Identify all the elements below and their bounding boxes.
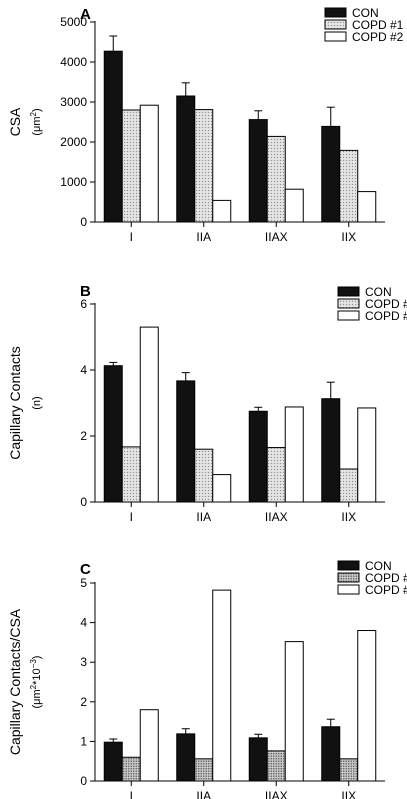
y-axis-unit: (μm2*10−3): [29, 656, 43, 709]
chart-panel-a: A 0 1000 2000 3000 4000 5000 CSA (μm2) I IIA IIAX II…: [7, 6, 404, 244]
y-axis-label: Capillary Contacts: [7, 346, 23, 460]
bar-con-iix: [321, 125, 341, 223]
bar-copd-1-iia: [194, 448, 214, 503]
y-axis-unit: (n): [31, 396, 43, 409]
bar-copd-1-iiax: [266, 447, 286, 503]
bar-copd-2-iix: [357, 630, 377, 782]
y-axis-unit: (μm2): [29, 108, 43, 135]
bar-con-i: [103, 50, 123, 223]
bar-copd-2-iia: [212, 199, 232, 223]
legend-swatch-con: [324, 7, 347, 18]
bar-con-iix: [321, 398, 341, 503]
bar-con-iiax: [248, 737, 268, 782]
bar-copd-2-i: [139, 326, 159, 503]
bar-copd-1-i: [121, 109, 141, 223]
y-tick-label: 1: [80, 734, 87, 748]
y-axis-label: Capillary Contacts/CSA: [7, 608, 23, 755]
y-tick-label: 0: [80, 215, 87, 229]
bar-copd-1-iia: [194, 109, 214, 223]
x-tick-label: I: [130, 789, 133, 799]
x-tick-label: IIAX: [265, 510, 288, 524]
bar-copd-2-iix: [357, 191, 377, 223]
bar-copd-2-iia: [212, 589, 232, 782]
bar-con-iia: [176, 733, 196, 782]
panel-letter: C: [80, 561, 91, 578]
y-tick-label: 5: [80, 576, 87, 590]
x-tick-label: I: [130, 510, 133, 524]
y-tick-label: 1000: [60, 175, 87, 189]
y-tick-label: 5000: [60, 15, 87, 29]
x-tick-label: IIA: [196, 230, 211, 244]
legend-swatch-copd-1: [324, 19, 347, 30]
y-tick-label: 3000: [60, 95, 87, 109]
legend-label: CON: [365, 285, 392, 299]
x-tick-label: IIA: [196, 789, 211, 799]
y-tick-label: 6: [80, 297, 87, 311]
y-tick-label: 4000: [60, 55, 87, 69]
y-tick-label: 0: [80, 774, 87, 788]
bar-copd-1-iix: [339, 758, 359, 782]
y-tick-label: 4: [80, 616, 87, 630]
bar-con-iia: [176, 95, 196, 223]
y-tick-label: 4: [80, 363, 87, 377]
bar-copd-2-iiax: [284, 188, 304, 223]
legend-label: COPD #1: [352, 18, 404, 32]
bar-copd-2-iix: [357, 407, 377, 503]
bar-copd-1-iiax: [266, 750, 286, 782]
x-tick-label: IIAX: [265, 789, 288, 799]
x-tick-label: IIAX: [265, 230, 288, 244]
y-tick-label: 2000: [60, 135, 87, 149]
bar-copd-1-iix: [339, 149, 359, 223]
bar-copd-2-iiax: [284, 406, 304, 503]
bar-copd-2-i: [139, 709, 159, 782]
panel-letter: A: [80, 6, 91, 23]
legend-swatch-con: [337, 286, 360, 297]
bar-copd-1-iia: [194, 758, 214, 782]
legend-label: COPD #2: [365, 583, 407, 597]
legend-label: CON: [352, 6, 379, 20]
y-axis-label: CSA: [7, 107, 23, 136]
bar-copd-2-iiax: [284, 641, 304, 782]
x-tick-label: IIX: [341, 230, 356, 244]
bar-con-iiax: [248, 410, 268, 503]
legend-label: COPD #2: [352, 30, 404, 44]
bar-copd-1-iiax: [266, 135, 286, 223]
x-tick-label: IIX: [341, 510, 356, 524]
bar-con-iiax: [248, 119, 268, 223]
legend-label: COPD #1: [365, 571, 407, 585]
bar-copd-1-i: [121, 756, 141, 782]
x-tick-label: I: [130, 230, 133, 244]
bar-copd-2-iia: [212, 474, 232, 503]
bar-copd-1-i: [121, 446, 141, 503]
legend-swatch-copd-2: [337, 584, 360, 595]
legend-label: COPD #2: [365, 309, 407, 323]
bar-con-i: [103, 365, 123, 503]
bar-con-iia: [176, 380, 196, 503]
legend-swatch-copd-2: [337, 310, 360, 321]
y-tick-label: 0: [80, 495, 87, 509]
legend-swatch-con: [337, 560, 360, 571]
y-tick-label: 3: [80, 655, 87, 669]
legend-label: CON: [365, 559, 392, 573]
bar-copd-2-i: [139, 104, 159, 223]
y-tick-label: 2: [80, 695, 87, 709]
chart-panel-b: B 0 2 4 6 Capillary Contacts (n) I IIA IIAX IIX CON…: [7, 283, 407, 524]
panel-letter: B: [80, 283, 91, 300]
chart-panel-c: C 0 1 2 3 4 5 Capillary Contacts/CSA (μm2*10−3) I…: [7, 559, 407, 799]
legend-swatch-copd-1: [337, 298, 360, 309]
x-tick-label: IIX: [341, 789, 356, 799]
y-tick-label: 2: [80, 429, 87, 443]
bar-copd-1-iix: [339, 468, 359, 503]
legend-label: COPD #1: [365, 297, 407, 311]
x-tick-label: IIA: [196, 510, 211, 524]
bar-con-i: [103, 741, 123, 782]
legend-swatch-copd-2: [324, 31, 347, 42]
bar-con-iix: [321, 726, 341, 782]
legend-swatch-copd-1: [337, 572, 360, 583]
